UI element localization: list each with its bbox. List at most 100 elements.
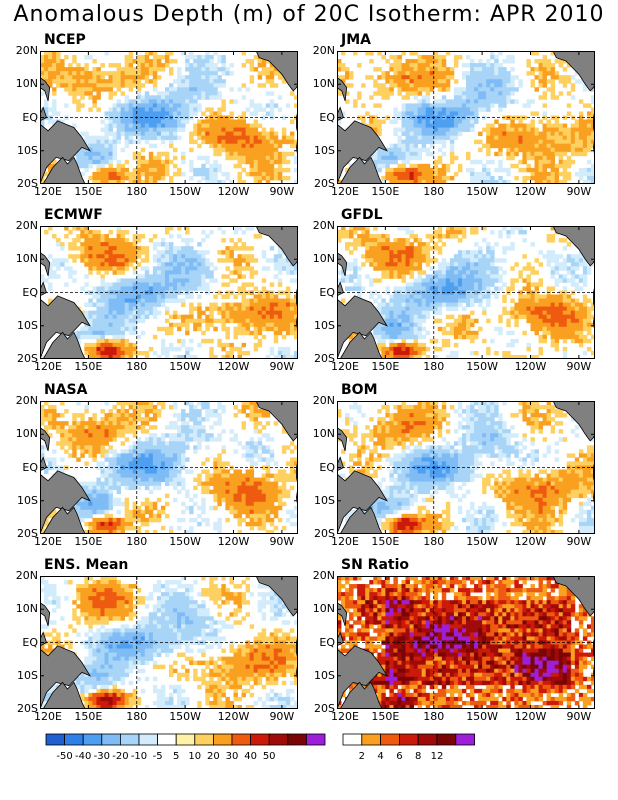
land-mass	[339, 681, 383, 709]
lon-tick-label: 180	[423, 535, 445, 548]
panel-title: BOM	[341, 382, 378, 398]
map-field	[40, 576, 298, 709]
lon-tick-label: 90W	[269, 360, 295, 373]
lon-tick-label: 90W	[269, 185, 295, 198]
land-mass	[40, 470, 91, 534]
land-mass	[42, 506, 86, 534]
map-field	[40, 401, 298, 534]
lon-tick-label: 150E	[371, 710, 400, 723]
colorbar-swatch	[455, 733, 476, 746]
lon-tick-label: 120W	[217, 360, 250, 373]
land-mass	[255, 226, 298, 267]
colorbar-label: 2	[358, 751, 365, 762]
colorbar-swatch	[194, 733, 214, 746]
lon-tick-label: 150E	[74, 535, 103, 548]
colorbar-swatch	[268, 733, 289, 746]
lon-tick-label: 150E	[371, 185, 400, 198]
anom-colorbar	[45, 733, 326, 746]
lat-tick-label: 20S	[314, 352, 335, 365]
colorbar-swatch	[157, 733, 177, 746]
colorbar-swatch	[138, 733, 159, 746]
lat-tick-label: EQ	[22, 460, 38, 474]
colorbar-label: 20	[207, 751, 220, 762]
colorbar-label: 12	[430, 751, 444, 762]
lon-tick-label: 120E	[34, 360, 62, 373]
lat-tick-label: 10N	[15, 427, 38, 441]
lon-tick-label: 180	[126, 535, 148, 548]
lon-tick-label: 120W	[217, 185, 250, 198]
lat-tick-label: 20N	[15, 394, 38, 407]
colorbar-label: 50	[262, 751, 276, 762]
lon-tick-label: 150E	[74, 360, 103, 373]
colorbar-swatch	[417, 733, 438, 746]
lat-tick-label: 10N	[15, 602, 38, 616]
lon-tick-label: 120E	[331, 535, 359, 548]
lon-tick-label: 120E	[331, 360, 359, 373]
lat-tick-label: 20S	[17, 352, 38, 365]
map-field	[337, 51, 595, 184]
land-mass	[42, 681, 86, 709]
lat-tick-label: 10N	[15, 77, 38, 91]
lon-tick-label: 150E	[371, 535, 400, 548]
panel-title: ENS. Mean	[44, 557, 129, 573]
lat-tick-label: 20S	[314, 702, 335, 715]
lon-tick-label: 180	[423, 710, 445, 723]
land-mass	[40, 252, 51, 277]
lat-tick-label: 20S	[17, 702, 38, 715]
land-mass	[255, 401, 298, 442]
lat-tick-label: 20S	[314, 527, 335, 540]
land-mass	[552, 576, 595, 617]
lon-tick-label: 120W	[514, 535, 547, 548]
lat-tick-label: 10S	[314, 318, 335, 332]
lat-tick-label: 20N	[15, 44, 38, 57]
lat-tick-label: 10S	[17, 493, 38, 507]
land-mass	[255, 51, 298, 92]
colorbar-label: -50	[56, 751, 73, 762]
land-mass	[40, 602, 51, 627]
panel-title: ECMWF	[44, 207, 103, 223]
land-mass	[552, 401, 595, 442]
panel-title: GFDL	[341, 207, 383, 223]
panel-title: JMA	[341, 32, 371, 48]
land-mass	[40, 295, 91, 359]
lon-tick-label: 150W	[466, 710, 499, 723]
lon-tick-label: 120E	[331, 185, 359, 198]
map-field	[337, 226, 595, 359]
colorbar-label: 30	[225, 751, 239, 762]
map-field	[40, 226, 298, 359]
colorbar-swatch	[361, 733, 381, 746]
colorbar-swatch	[436, 733, 457, 746]
lat-tick-label: EQ	[22, 285, 38, 299]
lat-tick-label: 20S	[314, 177, 335, 190]
colorbar-label: -30	[93, 751, 110, 762]
lat-tick-label: EQ	[22, 635, 38, 649]
land-mass	[552, 51, 595, 92]
land-mass	[337, 295, 388, 359]
colorbar-swatch	[231, 733, 252, 746]
lon-tick-label: 150W	[466, 360, 499, 373]
lat-tick-label: EQ	[319, 635, 335, 649]
land-mass	[40, 120, 91, 184]
colorbar-swatch	[287, 733, 307, 746]
land-mass	[337, 252, 348, 277]
lon-tick-label: 180	[423, 360, 445, 373]
lon-tick-label: 90W	[566, 710, 592, 723]
lat-tick-label: 20N	[312, 569, 335, 582]
colorbar-swatch	[82, 733, 103, 746]
land-mass	[339, 156, 383, 184]
lon-tick-label: 150W	[466, 185, 499, 198]
colorbar-swatch	[342, 733, 363, 746]
figure-title: Anomalous Depth (m) of 20C Isotherm: APR…	[13, 2, 605, 27]
lat-tick-label: 10S	[314, 143, 335, 157]
lon-tick-label: 180	[126, 360, 148, 373]
panel-title: NASA	[44, 382, 88, 398]
lat-tick-label: 10N	[312, 252, 335, 266]
land-mass	[337, 120, 388, 184]
colorbar-label: -20	[112, 751, 129, 762]
lat-tick-label: 10S	[17, 668, 38, 682]
lat-tick-label: 20N	[312, 44, 335, 57]
lat-tick-label: 20N	[15, 569, 38, 582]
lon-tick-label: 180	[126, 185, 148, 198]
land-mass	[40, 77, 51, 102]
lon-tick-label: 120W	[217, 710, 250, 723]
